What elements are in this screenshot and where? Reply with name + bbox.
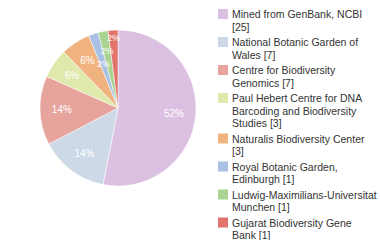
data-label: 6% [65,70,80,81]
legend-swatch [218,218,228,228]
legend-swatch [218,162,228,172]
legend: Mined from GenBank, NCBI[25] National Bot… [218,8,377,240]
legend-label: Paul Hebert Centre for DNABarcoding and … [232,92,362,129]
data-label: 2% [100,46,113,56]
data-label: 2% [107,33,120,43]
legend-label: Mined from GenBank, NCBI[25] [232,8,362,33]
data-label: 52% [164,108,184,119]
slices [40,30,196,186]
legend-label: Naturalis Biodiversity Center[3] [232,133,365,158]
legend-swatch [218,190,228,200]
legend-swatch [218,93,228,103]
data-labels: 52%14%14%6%6%2%2%2% [52,33,184,158]
legend-swatch [218,37,228,47]
chart: 52%14%14%6%6%2%2%2%Mined from GenBank, N… [0,0,380,240]
legend-swatch [218,65,228,75]
legend-label: Centre for BiodiversityGenomics [7] [232,64,336,89]
data-label: 2% [97,59,110,69]
legend-label: Royal Botanic Garden,Edinburgh [1] [232,161,338,186]
legend-label: Ludwig-Maximilians-UniversitatMunchen [1… [232,189,377,214]
legend-swatch [218,9,228,19]
legend-label: National Botanic Garden ofWales [7] [232,36,358,61]
legend-label: Gujarat Biodiversity GeneBank [1] [232,217,352,240]
legend-swatch [218,134,228,144]
data-label: 14% [52,104,72,115]
data-label: 6% [80,55,95,66]
data-label: 14% [74,148,94,159]
